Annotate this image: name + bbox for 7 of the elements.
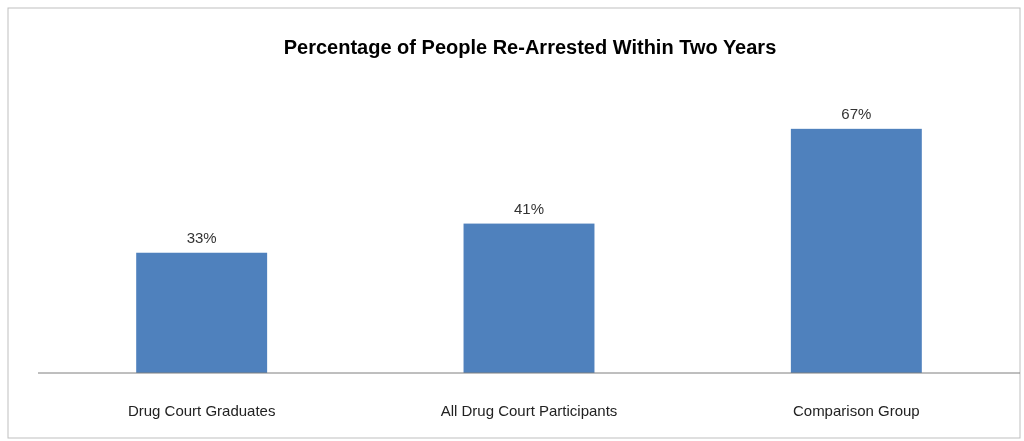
x-tick-label: All Drug Court Participants: [440, 402, 618, 419]
data-label: 33%: [186, 228, 217, 246]
x-tick-label: Drug Court Graduates: [127, 402, 276, 419]
chart-title: Percentage of People Re-Arrested Within Two Years: [283, 36, 777, 58]
x-tick-label: Comparison Group: [792, 402, 920, 419]
data-label: 67%: [841, 104, 872, 122]
data-label: 41%: [513, 199, 545, 217]
